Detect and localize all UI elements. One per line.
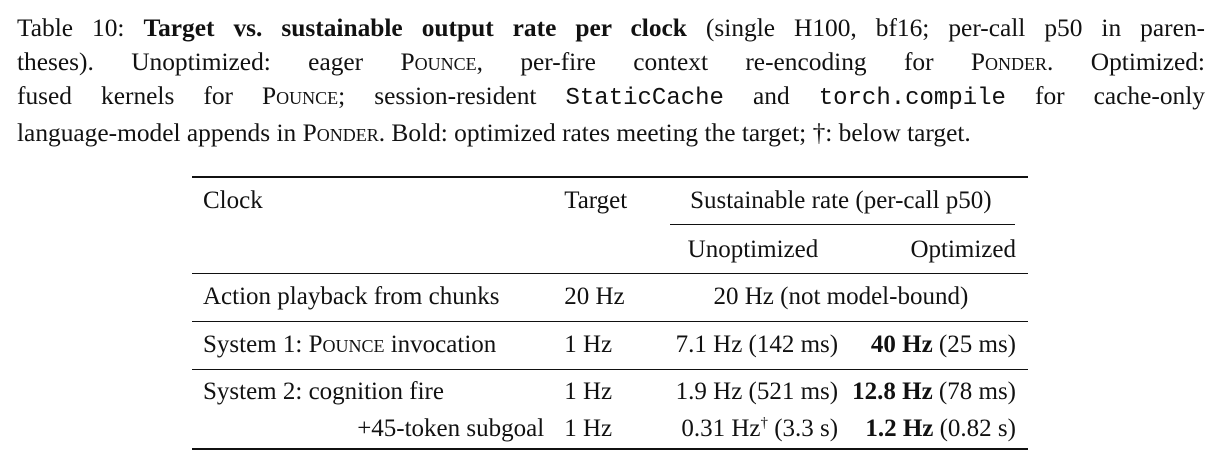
cell-target: 1 Hz	[564, 378, 613, 405]
caption-label: Table 10:	[17, 14, 125, 42]
caption-text: theses). Unoptimized: eager	[17, 48, 364, 76]
ponder-name: Ponder	[970, 48, 1048, 76]
cell-target: 1 Hz	[564, 414, 613, 442]
header-optimized: Optimized	[910, 235, 1016, 263]
header-sustainable: Sustainable rate (per-call p50)	[654, 177, 1028, 227]
caption-line-1: Table 10: Target vs. sustainable output …	[17, 11, 1205, 45]
row-subgoal: +45-token subgoal 1 Hz 0.31 Hz† (3.3 s) …	[192, 409, 1028, 449]
caption-text: ; session-resident	[338, 82, 537, 110]
cell-optimized-latency: (25 ms)	[938, 331, 1016, 358]
caption-text: fused kernels for	[17, 82, 233, 110]
header-sustainable-label: Sustainable rate (per-call p50)	[690, 187, 992, 214]
header-clock: Clock	[203, 187, 263, 214]
row-system1: System 1: Pounce invocation 1 Hz 7.1 Hz …	[192, 321, 1028, 369]
cell-clock-prefix: System 1:	[203, 331, 303, 358]
header-cmidrule	[669, 224, 1015, 225]
cell-unoptimized-rate: 0.31 Hz	[681, 414, 761, 442]
cell-optimized-rate: 12.8 Hz	[852, 378, 933, 405]
pounce-name: Pounce	[400, 48, 477, 76]
torch-compile-code: torch.compile	[818, 85, 1006, 112]
cell-clock: System 2: cognition fire	[203, 378, 444, 405]
caption-text: for cache-only	[1034, 82, 1205, 110]
cell-optimized-latency: (78 ms)	[938, 378, 1016, 405]
ponder-name: Ponder	[302, 119, 379, 147]
header-empty	[564, 227, 654, 273]
cell-optimized-rate: 1.2 Hz	[865, 414, 934, 442]
caption-text: and	[752, 82, 790, 110]
cell-unoptimized: 0.31 Hz† (3.3 s)	[654, 409, 852, 449]
cell-unoptimized-latency: (3.3 s)	[774, 414, 839, 442]
cell-optimized: 12.8 Hz (78 ms)	[852, 369, 1028, 409]
cell-clock-suffix: invocation	[390, 331, 497, 358]
header-target: Target	[564, 187, 628, 214]
results-table: Clock Target Sustainable rate (per-call …	[192, 176, 1028, 450]
cell-optimized-latency: (0.82 s)	[939, 414, 1016, 442]
cell-clock: Action playback from chunks	[203, 283, 500, 310]
caption-line-3: fused kernels for Pounce; session-reside…	[17, 79, 1205, 116]
header-row-1: Clock Target Sustainable rate (per-call …	[192, 177, 1028, 227]
cell-clock: System 1: Pounce invocation	[192, 321, 564, 369]
static-cache-code: StaticCache	[565, 85, 724, 112]
caption-line-4: language-model appends in Ponder. Bold: …	[17, 116, 1205, 150]
table-caption: Table 10: Target vs. sustainable output …	[17, 11, 1205, 150]
header-empty	[192, 227, 564, 273]
pounce-name: Pounce	[308, 331, 385, 358]
caption-text: , per-fire context re-encoding for	[476, 48, 934, 76]
caption-text: language-model appends in	[17, 119, 297, 147]
cell-optimized: 40 Hz (25 ms)	[852, 321, 1028, 369]
cell-target: 20 Hz	[564, 283, 625, 310]
cell-optimized-rate: 40 Hz	[870, 331, 933, 358]
dagger-mark: †	[760, 414, 768, 431]
caption-line-2: theses). Unoptimized: eager Pounce, per-…	[17, 45, 1205, 79]
header-unoptimized: Unoptimized	[687, 235, 819, 263]
cell-merged-rate: 20 Hz (not model-bound)	[713, 283, 969, 310]
cell-target: 1 Hz	[564, 331, 613, 358]
header-row-2: Unoptimized Optimized	[192, 227, 1028, 273]
pounce-name: Pounce	[262, 82, 339, 110]
cell-optimized: 1.2 Hz (0.82 s)	[852, 409, 1028, 449]
caption-text: . Bold: optimized rates meeting the targ…	[378, 119, 971, 147]
cell-clock: +45-token subgoal	[357, 414, 545, 442]
cell-unoptimized: 7.1 Hz (142 ms)	[675, 331, 839, 358]
row-action-playback: Action playback from chunks 20 Hz 20 Hz …	[192, 273, 1028, 321]
cell-unoptimized: 1.9 Hz (521 ms)	[675, 378, 839, 405]
caption-text: (single H100, bf16; per-call p50 in pare…	[705, 14, 1206, 42]
caption-text: . Optimized:	[1047, 48, 1205, 76]
row-system2: System 2: cognition fire 1 Hz 1.9 Hz (52…	[192, 369, 1028, 409]
caption-bold-title: Target vs. sustainable output rate per c…	[143, 14, 687, 42]
